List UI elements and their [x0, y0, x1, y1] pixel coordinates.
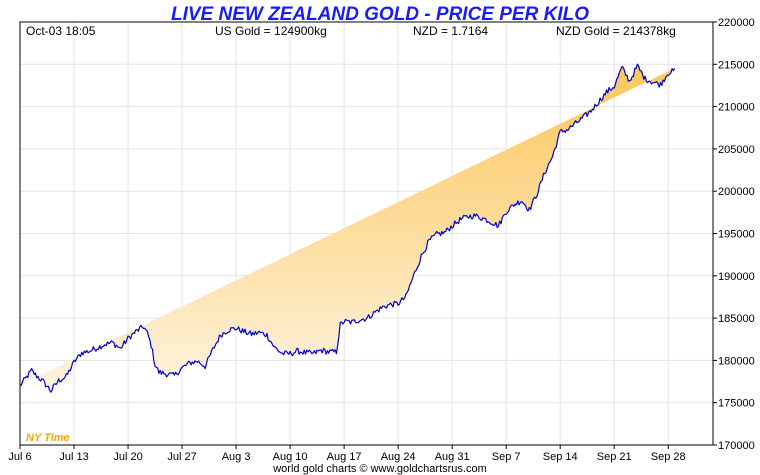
x-tick-label: Jul 20	[113, 451, 142, 463]
y-tick-label: 220000	[718, 17, 755, 29]
price-series-line	[20, 63, 676, 393]
x-tick-label: Aug 3	[222, 451, 251, 463]
nzd-gold-label: NZD Gold = 214378kg	[556, 24, 676, 38]
x-axis: Jul 6 Jul 13 Jul 20 Jul 27 Aug 3 Aug 10 Aug 17…	[8, 445, 686, 463]
y-tick-label: 195000	[718, 229, 755, 241]
y-tick-label: 215000	[718, 59, 755, 71]
credit-label: world gold charts © www.goldchartsrus.co…	[272, 463, 487, 475]
y-axis: 170000 175000 180000 185000 190000 195000 2000…	[713, 17, 755, 452]
x-tick-label: Sep 21	[597, 451, 632, 463]
x-tick-label: Aug 10	[273, 451, 308, 463]
x-tick-label: Aug 17	[327, 451, 362, 463]
x-tick-label: Jul 13	[59, 451, 88, 463]
chart-title: LIVE NEW ZEALAND GOLD - PRICE PER KILO	[171, 4, 589, 25]
price-area-fill	[20, 64, 675, 393]
y-tick-label: 200000	[718, 186, 755, 198]
x-tick-label: Jul 6	[8, 451, 31, 463]
x-tick-label: Aug 24	[381, 451, 416, 463]
y-tick-label: 205000	[718, 144, 755, 156]
y-tick-label: 210000	[718, 102, 755, 114]
y-tick-label: 175000	[718, 398, 755, 410]
x-tick-label: Sep 14	[543, 451, 578, 463]
x-tick-label: Sep 7	[492, 451, 521, 463]
y-tick-label: 180000	[718, 355, 755, 367]
nzd-rate-label: NZD = 1.7164	[413, 24, 488, 38]
y-tick-label: 185000	[718, 313, 755, 325]
x-tick-label: Sep 28	[651, 451, 686, 463]
timezone-label: NY Time	[26, 432, 70, 444]
y-tick-label: 190000	[718, 271, 755, 283]
x-tick-label: Aug 31	[435, 451, 470, 463]
x-tick-label: Jul 27	[167, 451, 196, 463]
y-tick-label: 170000	[718, 440, 755, 452]
timestamp-label: Oct-03 18:05	[26, 24, 96, 38]
us-gold-label: US Gold = 124900kg	[215, 24, 327, 38]
